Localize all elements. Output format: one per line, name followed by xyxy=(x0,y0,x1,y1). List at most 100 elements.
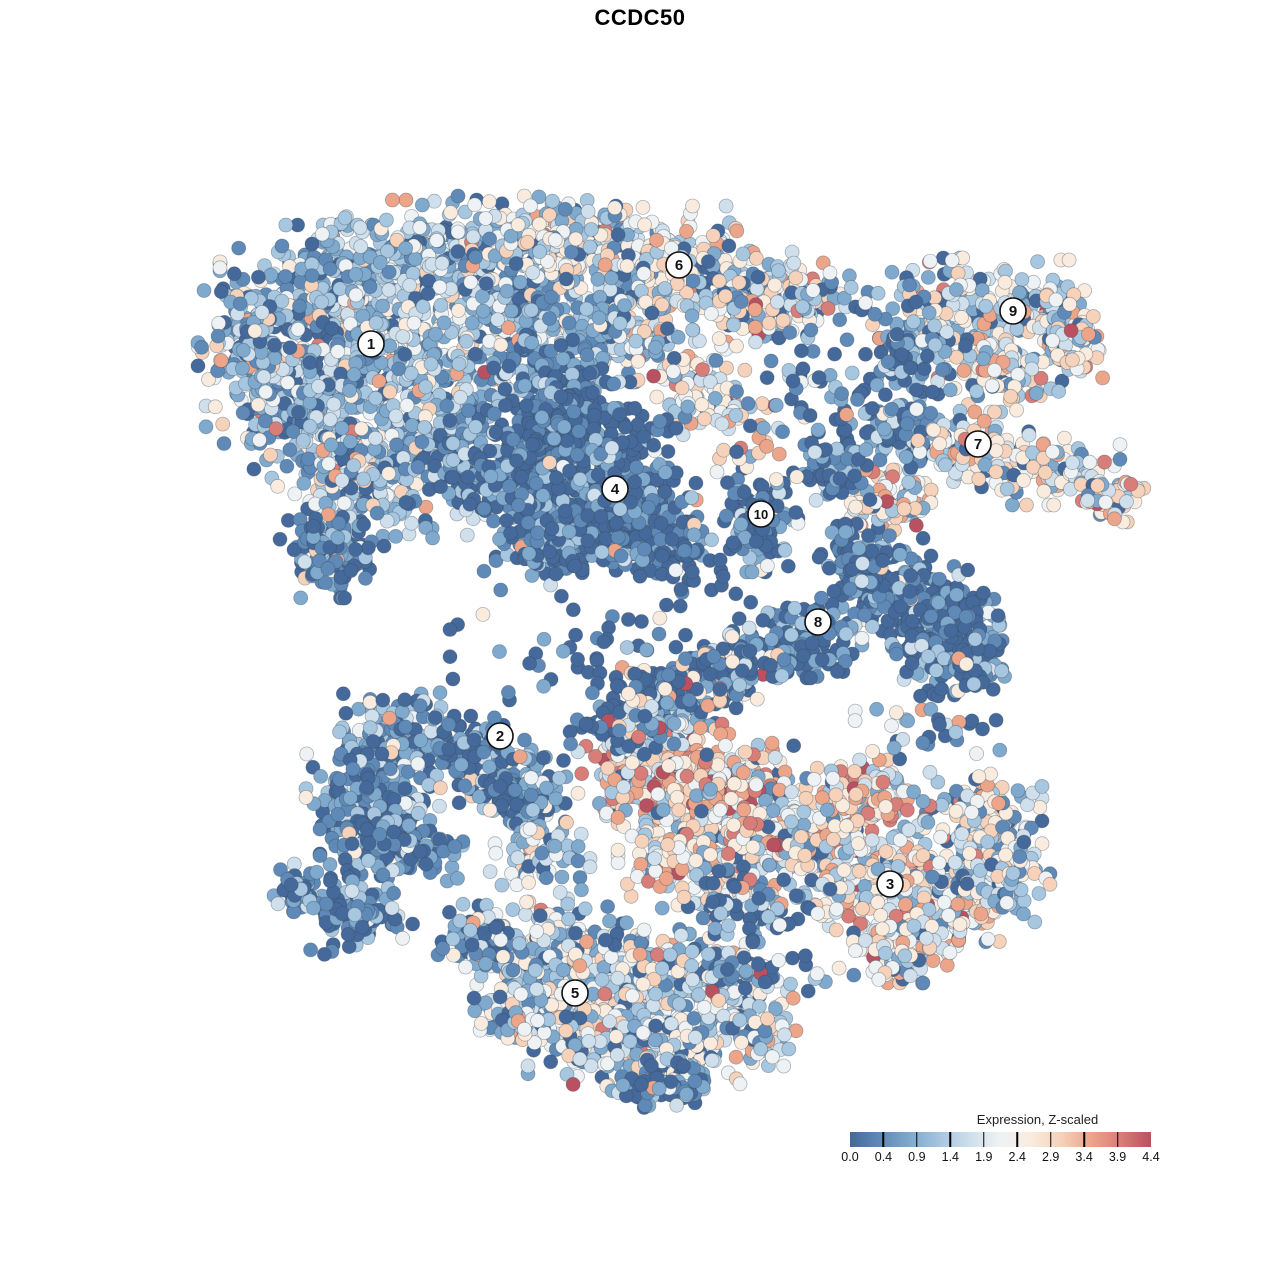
cell-point xyxy=(1045,444,1061,460)
cell-point xyxy=(670,329,686,345)
cell-point xyxy=(607,200,623,216)
cell-point xyxy=(337,210,353,226)
cell-point xyxy=(450,303,466,318)
cell-point xyxy=(274,238,290,254)
cell-point xyxy=(1014,272,1030,287)
cell-point xyxy=(786,255,802,271)
cell-point xyxy=(403,365,419,381)
cell-point xyxy=(814,652,830,668)
cell-point xyxy=(788,270,804,286)
cell-point xyxy=(805,282,821,298)
cell-point xyxy=(901,474,917,490)
cell-point xyxy=(1004,497,1020,513)
cell-point xyxy=(1046,497,1062,513)
cell-point xyxy=(442,413,458,429)
cell-point xyxy=(591,310,607,326)
cell-point xyxy=(232,296,248,312)
cell-point xyxy=(384,192,400,208)
cell-point xyxy=(367,430,383,446)
cell-point xyxy=(976,585,991,601)
cell-point xyxy=(1063,323,1079,339)
cell-point xyxy=(944,253,960,268)
cell-point xyxy=(644,305,660,321)
cell-point xyxy=(657,281,673,296)
cell-point xyxy=(935,362,950,378)
cell-point xyxy=(524,335,539,351)
cell-point xyxy=(630,353,646,369)
cell-point xyxy=(380,243,395,259)
cell-point xyxy=(832,471,848,487)
cell-point xyxy=(858,442,874,458)
cell-point xyxy=(648,339,663,355)
cell-point xyxy=(478,276,494,292)
cell-point xyxy=(700,254,716,270)
cell-point xyxy=(493,337,509,353)
cell-point xyxy=(619,258,635,274)
cell-point xyxy=(207,399,223,415)
cell-point xyxy=(649,232,664,248)
cell-point xyxy=(523,198,538,214)
cell-point xyxy=(295,432,311,448)
cell-point xyxy=(892,547,908,562)
cell-point xyxy=(302,418,318,434)
cell-point xyxy=(938,457,953,473)
cell-point xyxy=(510,217,526,233)
cell-point xyxy=(1098,494,1113,510)
cell-point xyxy=(732,677,747,693)
cell-point xyxy=(795,648,811,664)
cell-point xyxy=(775,312,791,328)
cell-point xyxy=(320,561,336,576)
cell-point xyxy=(399,397,415,413)
cell-point xyxy=(296,475,312,491)
cell-point xyxy=(858,295,873,311)
cell-point xyxy=(728,700,744,716)
cell-point xyxy=(934,681,950,697)
cell-point xyxy=(410,459,426,475)
cell-point xyxy=(761,315,777,331)
cell-point xyxy=(987,362,1002,378)
cell-point xyxy=(960,562,976,578)
cell-point xyxy=(902,584,918,599)
cell-point xyxy=(920,348,935,364)
cell-point xyxy=(636,266,652,281)
cell-point xyxy=(976,351,991,367)
cell-point xyxy=(468,419,484,435)
cell-point xyxy=(285,424,301,440)
cell-point xyxy=(612,315,628,331)
cell-point xyxy=(1057,430,1072,446)
cell-point xyxy=(355,471,371,487)
cell-point xyxy=(1119,494,1134,510)
cell-point xyxy=(583,222,599,237)
cell-point xyxy=(508,256,524,271)
cell-point xyxy=(212,260,228,276)
cell-point xyxy=(787,600,803,616)
cell-point xyxy=(323,437,339,453)
cell-point xyxy=(250,397,266,413)
cell-point xyxy=(210,328,226,344)
cell-point xyxy=(404,515,419,531)
cell-point xyxy=(1112,451,1128,467)
cell-point xyxy=(902,277,917,293)
cell-point xyxy=(597,257,613,273)
cell-point xyxy=(927,318,942,334)
cell-point xyxy=(958,609,974,625)
cell-point xyxy=(398,240,414,256)
cell-point xyxy=(415,298,431,314)
cell-point xyxy=(724,629,740,645)
cell-point xyxy=(1095,370,1110,386)
cell-point xyxy=(1085,309,1101,324)
cell-point xyxy=(1045,333,1060,349)
cell-point xyxy=(398,494,414,510)
cell-point xyxy=(932,436,947,452)
cell-point xyxy=(898,449,914,465)
cell-point xyxy=(211,315,227,331)
cell-point xyxy=(984,378,1000,394)
cell-point xyxy=(362,279,378,295)
cell-point xyxy=(336,495,352,511)
cell-point xyxy=(665,363,681,379)
cell-point xyxy=(637,217,652,233)
cell-point xyxy=(300,451,316,467)
plot-title: CCDC50 xyxy=(594,5,686,30)
cell-point xyxy=(923,548,939,564)
cell-point xyxy=(279,458,295,474)
